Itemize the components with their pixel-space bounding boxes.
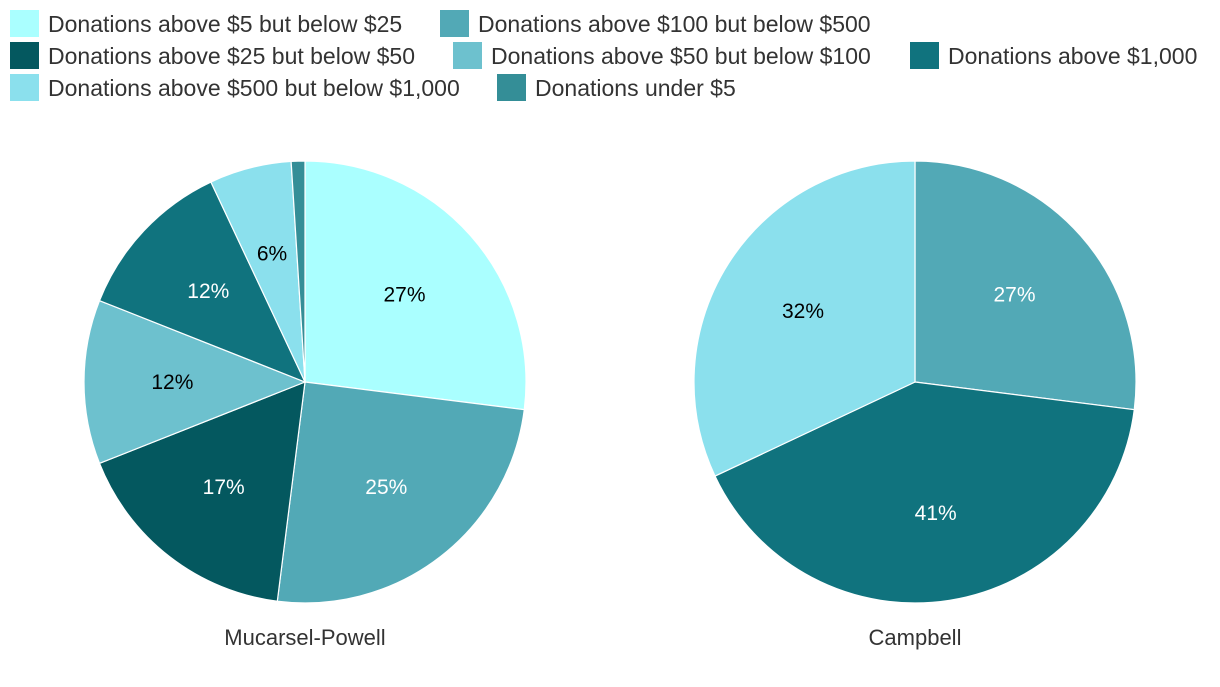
slice-value-label: 41% bbox=[915, 502, 957, 525]
legend-swatch bbox=[910, 42, 939, 69]
slice-donations-above-50-but-below-100[interactable] bbox=[83, 299, 307, 465]
legend-label: Donations above $5 but below $25 bbox=[48, 11, 402, 37]
legend-swatch bbox=[440, 10, 469, 37]
slice-donations-above-25-but-below-50[interactable] bbox=[98, 381, 306, 602]
legend-item-donations-above-25-but-below-50[interactable]: Donations above $25 but below $50 bbox=[10, 42, 415, 69]
legend-item-donations-above-1-000[interactable]: Donations above $1,000 bbox=[910, 42, 1197, 69]
legend-label: Donations under $5 bbox=[535, 75, 736, 101]
slice-donations-above-100-but-below-500[interactable] bbox=[276, 381, 525, 604]
legend-item-donations-under-5[interactable]: Donations under $5 bbox=[497, 74, 736, 101]
slice-value-label: 25% bbox=[365, 476, 407, 499]
slice-value-label: 27% bbox=[383, 283, 425, 306]
legend-label: Donations above $25 but below $50 bbox=[48, 43, 415, 69]
legend: Donations above $5 but below $25 Donation… bbox=[10, 10, 1197, 101]
slice-donations-under-5[interactable] bbox=[290, 160, 306, 383]
legend-swatch bbox=[10, 10, 39, 37]
slice-donations-above-500-but-below-1-000[interactable] bbox=[693, 160, 916, 477]
pie-title: Mucarsel-Powell bbox=[224, 625, 385, 650]
legend-item-donations-above-500-but-below-1-000[interactable]: Donations above $500 but below $1,000 bbox=[10, 74, 460, 101]
pie-campbell: 27% 41% 32% Campbell bbox=[693, 160, 1137, 650]
legend-item-donations-above-100-but-below-500[interactable]: Donations above $100 but below $500 bbox=[440, 10, 871, 37]
slice-value-label: 12% bbox=[151, 371, 193, 394]
slice-value-label: 6% bbox=[257, 243, 287, 266]
legend-item-donations-above-50-but-below-100[interactable]: Donations above $50 but below $100 bbox=[453, 42, 871, 69]
slice-donations-above-5-but-below-25[interactable] bbox=[304, 160, 527, 411]
legend-item-donations-above-5-but-below-25[interactable]: Donations above $5 but below $25 bbox=[10, 10, 402, 37]
legend-label: Donations above $500 but below $1,000 bbox=[48, 75, 460, 101]
legend-swatch bbox=[497, 74, 526, 101]
pie-charts: 27% 25% 17% 12% 12% 6% Mucarsel-Powell 27% 41% 32… bbox=[83, 160, 1137, 650]
slice-value-label: 17% bbox=[203, 476, 245, 499]
legend-label: Donations above $1,000 bbox=[948, 43, 1197, 69]
pie-mucarsel-powell: 27% 25% 17% 12% 12% 6% Mucarsel-Powell bbox=[83, 160, 527, 650]
legend-swatch bbox=[10, 74, 39, 101]
slice-donations-above-100-but-below-500[interactable] bbox=[914, 160, 1137, 411]
pie-title: Campbell bbox=[869, 625, 962, 650]
slice-value-label: 12% bbox=[187, 280, 229, 303]
legend-swatch bbox=[453, 42, 482, 69]
slice-value-label: 27% bbox=[993, 283, 1035, 306]
legend-swatch bbox=[10, 42, 39, 69]
legend-label: Donations above $100 but below $500 bbox=[478, 11, 871, 37]
legend-label: Donations above $50 but below $100 bbox=[491, 43, 871, 69]
slice-value-label: 32% bbox=[782, 300, 824, 323]
slice-donations-above-1-000[interactable] bbox=[98, 181, 307, 384]
slice-donations-above-1-000[interactable] bbox=[714, 381, 1135, 604]
